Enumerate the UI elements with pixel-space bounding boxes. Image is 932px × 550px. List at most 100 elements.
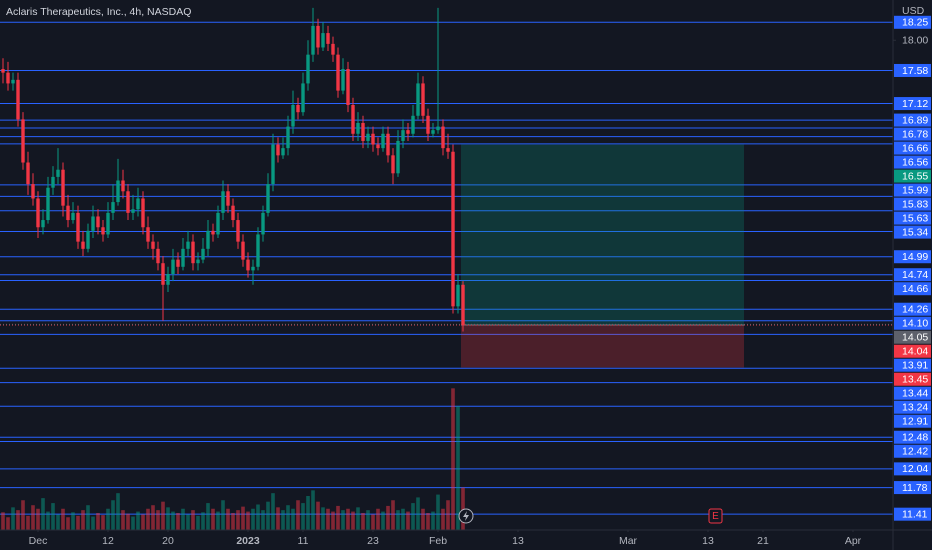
price-label: 14.66 xyxy=(902,283,928,295)
candle-body xyxy=(71,212,75,221)
candle-body xyxy=(151,241,155,249)
volume-bar xyxy=(26,515,30,530)
candle-body xyxy=(96,216,100,228)
price-label-box xyxy=(894,400,931,414)
volume-bar xyxy=(86,505,90,530)
candle-body xyxy=(141,198,145,228)
icon-bolt xyxy=(463,511,469,521)
price-label: 13.91 xyxy=(902,360,928,372)
price-label: 14.10 xyxy=(902,318,928,330)
price-label-box xyxy=(894,462,931,476)
candle-body xyxy=(421,83,425,116)
price-label: 13.45 xyxy=(902,374,928,386)
volume-bar xyxy=(56,514,60,530)
volume-bar xyxy=(146,508,150,530)
candle-body xyxy=(26,162,30,185)
volume-bar xyxy=(381,511,385,530)
volume-bar xyxy=(216,511,220,530)
price-label: 18.25 xyxy=(902,17,928,29)
candle-body xyxy=(111,202,115,213)
volume-bar xyxy=(11,507,15,530)
volume-bar xyxy=(266,501,270,530)
candle-body xyxy=(136,198,140,210)
profit-zone xyxy=(461,144,744,326)
price-label: 15.99 xyxy=(902,184,928,196)
volume-bar xyxy=(321,507,325,530)
candle-body xyxy=(221,191,225,213)
candle-body xyxy=(206,230,210,249)
candle-body xyxy=(31,184,35,199)
price-label-box xyxy=(894,316,931,330)
loss-zone xyxy=(461,325,744,368)
candle-body xyxy=(451,151,455,307)
x-tick-label: 23 xyxy=(367,535,379,547)
volume-bar xyxy=(331,511,335,530)
price-label: 16.89 xyxy=(902,114,928,126)
price-label-box xyxy=(894,97,931,111)
volume-bar xyxy=(256,504,260,530)
volume-bar xyxy=(21,500,25,530)
dividend-icon[interactable] xyxy=(458,508,474,524)
price-label-box xyxy=(894,372,931,386)
candle-body xyxy=(51,176,55,188)
volume-bar xyxy=(391,500,395,530)
price-label-box xyxy=(894,183,931,197)
volume-bar xyxy=(221,500,225,530)
candle-body xyxy=(306,54,310,84)
volume-bar xyxy=(66,517,70,530)
volume-bar xyxy=(16,510,20,530)
candle-body xyxy=(461,284,465,326)
price-label: 12.42 xyxy=(902,446,928,458)
candle-body xyxy=(156,248,160,264)
volume-bar xyxy=(46,511,50,530)
candle-body xyxy=(116,180,120,203)
volume-bar xyxy=(6,517,10,530)
volume-bar xyxy=(191,510,195,530)
volume-bar xyxy=(106,508,110,530)
volume-bar xyxy=(311,490,315,530)
candle-body xyxy=(456,284,460,307)
volume-bar xyxy=(341,510,345,530)
candle-body xyxy=(166,273,170,285)
price-label-box xyxy=(894,344,931,358)
candle-body xyxy=(196,259,200,264)
volume-bar xyxy=(156,510,160,530)
candle-body xyxy=(366,133,370,141)
time-axis: Dec 12 20 2023 11 23 Feb 13 Mar 13 21 Apr xyxy=(29,530,862,547)
x-tick-label: 2023 xyxy=(236,535,260,547)
price-label: 17.58 xyxy=(902,65,928,77)
candle-body xyxy=(431,130,435,134)
volume-bar xyxy=(196,515,200,530)
price-label: 11.41 xyxy=(902,508,928,520)
price-label-box xyxy=(894,358,931,372)
candle-body xyxy=(241,241,245,260)
volume-bar xyxy=(31,505,35,530)
candle-body xyxy=(446,148,450,152)
earnings-box xyxy=(708,508,723,524)
earnings-marker[interactable]: E xyxy=(708,508,723,524)
price-label-box xyxy=(894,268,931,282)
price-label: 14.26 xyxy=(902,304,928,316)
candle-body xyxy=(391,155,395,174)
x-tick-label: 21 xyxy=(757,535,769,547)
candle-body xyxy=(346,69,350,105)
volume-bar xyxy=(436,494,440,530)
x-tick-label: Dec xyxy=(29,535,48,547)
candle-body xyxy=(21,119,25,163)
volume-bar xyxy=(371,514,375,530)
volume-bar xyxy=(51,503,55,530)
position-tool[interactable] xyxy=(0,144,893,368)
candle-body xyxy=(411,115,415,134)
candle-body xyxy=(266,184,270,213)
price-label-box xyxy=(894,282,931,296)
candle-body xyxy=(406,130,410,134)
candle-body xyxy=(276,144,280,156)
volume-bar xyxy=(141,514,145,530)
x-tick-label: 13 xyxy=(702,535,714,547)
volume-bar xyxy=(136,511,140,530)
candle-body xyxy=(251,266,255,271)
candle-body xyxy=(246,259,250,271)
price-label: 16.56 xyxy=(902,156,928,168)
price-label: 14.05 xyxy=(902,332,928,344)
